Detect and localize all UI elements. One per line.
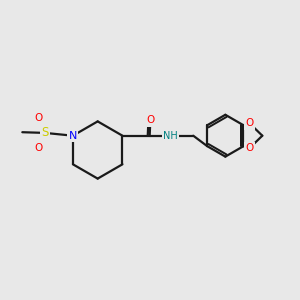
Text: O: O [246,118,254,128]
Text: O: O [146,115,154,125]
Text: NH: NH [163,131,178,141]
Text: N: N [69,131,77,141]
Text: O: O [246,143,254,153]
Text: O: O [34,113,43,123]
Text: S: S [41,126,49,140]
Text: O: O [34,142,43,153]
